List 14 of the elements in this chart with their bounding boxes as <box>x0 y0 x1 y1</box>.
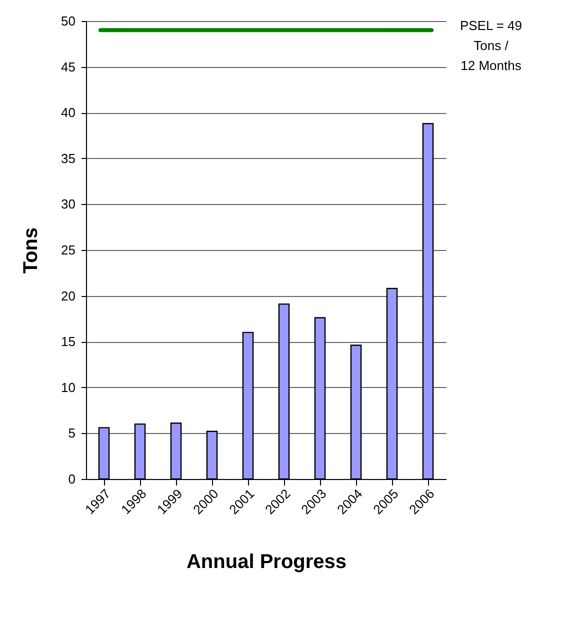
y-tick-label: 10 <box>61 380 76 395</box>
y-tick-label: 25 <box>61 242 76 258</box>
y-tick-label: 35 <box>61 150 76 166</box>
y-tick-label: 45 <box>61 59 76 74</box>
y-axis-title: Tons <box>20 227 42 274</box>
y-tick-label: 0 <box>68 472 76 486</box>
y-tick-label: 20 <box>61 288 76 304</box>
y-tick-label: 30 <box>61 196 76 212</box>
ref-line-label: PSEL = 49 Tons / 12 Months <box>460 18 522 74</box>
y-tick-label: 50 <box>61 14 76 28</box>
y-tick-label: 15 <box>61 334 76 350</box>
x-axis-title: Annual Progress <box>186 551 347 574</box>
y-tick-label: 5 <box>68 426 76 441</box>
y-tick-label: 40 <box>61 105 76 120</box>
